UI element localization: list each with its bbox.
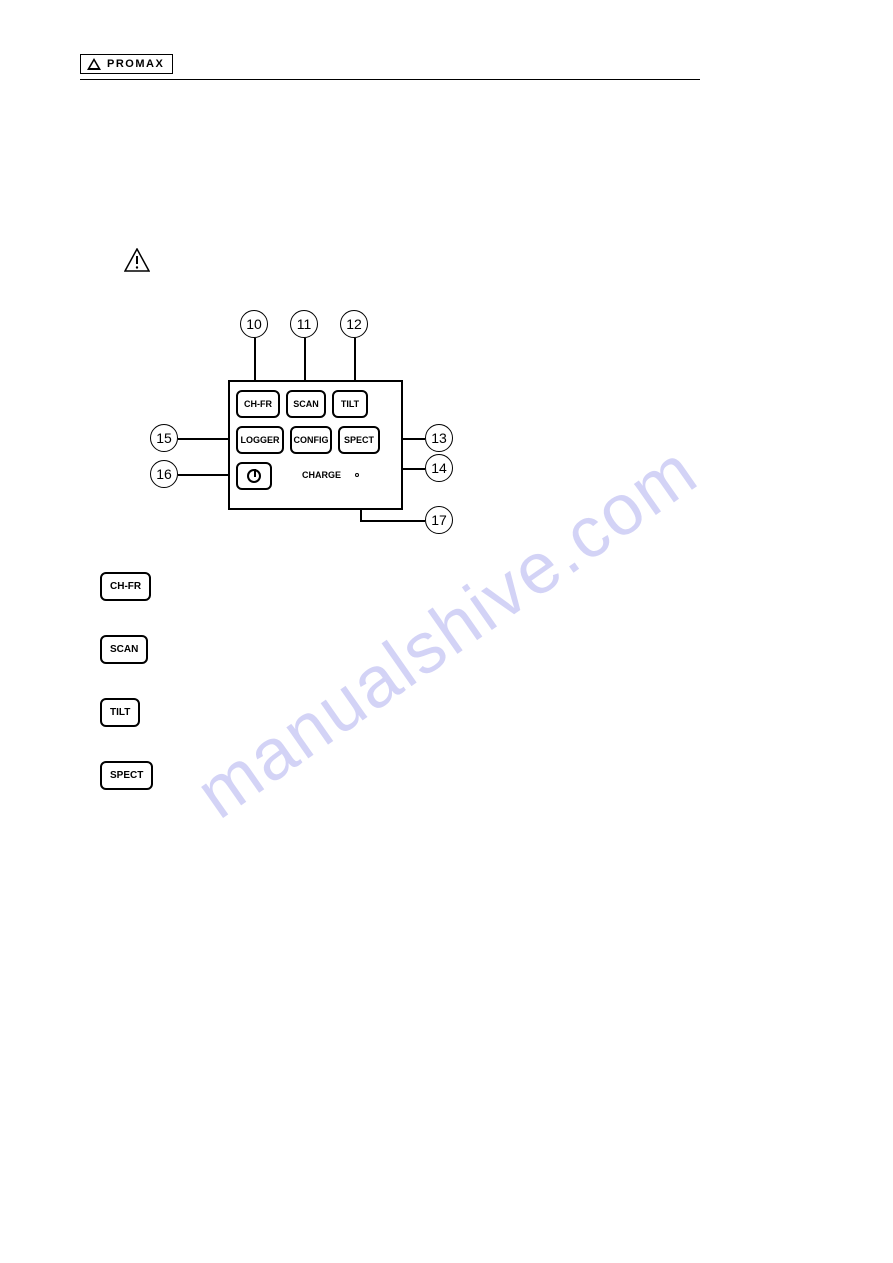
leader-line	[360, 520, 425, 522]
leader-line	[178, 474, 234, 476]
legend-tilt-button: TILT	[100, 698, 140, 727]
logo-triangle-icon	[87, 58, 101, 70]
scan-button: SCAN	[286, 390, 326, 418]
callout-13: 13	[425, 424, 453, 452]
legend-item: TILT	[100, 698, 153, 727]
power-icon	[247, 469, 261, 483]
charge-led-icon	[355, 473, 359, 477]
legend-item: SPECT	[100, 761, 153, 790]
header-divider	[80, 79, 700, 80]
legend-chfr-button: CH-FR	[100, 572, 151, 601]
callout-12: 12	[340, 310, 368, 338]
charge-label: CHARGE	[302, 470, 341, 480]
legend-item: CH-FR	[100, 572, 153, 601]
spect-button: SPECT	[338, 426, 380, 454]
chfr-button: CH-FR	[236, 390, 280, 418]
warning-icon	[124, 248, 150, 277]
callout-16: 16	[150, 460, 178, 488]
config-button: CONFIG	[290, 426, 332, 454]
callout-14: 14	[425, 454, 453, 482]
callout-17: 17	[425, 506, 453, 534]
leader-line	[178, 438, 234, 440]
promax-logo-badge: PROMAX	[80, 54, 173, 74]
power-button	[236, 462, 272, 490]
callout-11: 11	[290, 310, 318, 338]
keypad-box: CH-FR SCAN TILT LOGGER CONFIG SPECT CHAR…	[228, 380, 403, 510]
legend: CH-FR SCAN TILT SPECT	[100, 572, 153, 824]
tilt-button: TILT	[332, 390, 368, 418]
logger-button: LOGGER	[236, 426, 284, 454]
callout-15: 15	[150, 424, 178, 452]
legend-item: SCAN	[100, 635, 153, 664]
callout-10: 10	[240, 310, 268, 338]
legend-scan-button: SCAN	[100, 635, 148, 664]
logo-text: PROMAX	[107, 58, 164, 70]
keypad-diagram: 10 11 12 15 16 13 14 17 CH-FR SCAN TILT …	[150, 310, 490, 550]
legend-spect-button: SPECT	[100, 761, 153, 790]
